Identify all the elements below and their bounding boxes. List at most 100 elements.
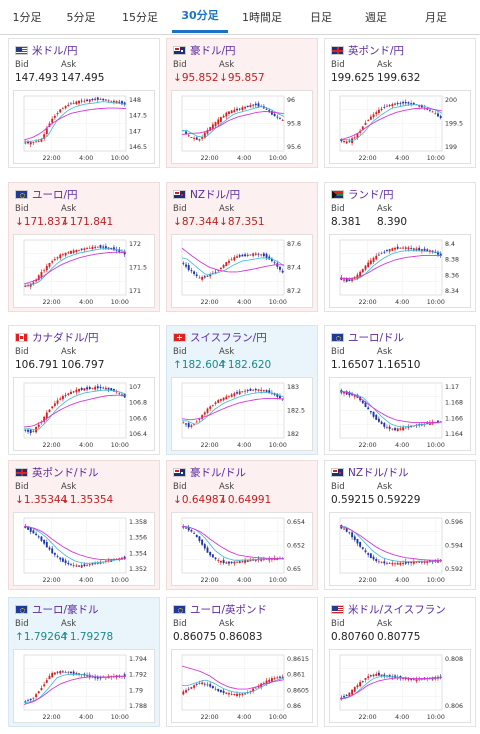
pair-name[interactable]: NZドル/円 xyxy=(190,189,241,201)
pair-name[interactable]: 米ドル/スイスフラン xyxy=(348,604,446,616)
pair-title[interactable]: 米ドル/円 xyxy=(15,43,78,58)
candle-body xyxy=(115,101,118,103)
pair-name[interactable]: 豪ドル/円 xyxy=(190,45,236,57)
candle-body xyxy=(61,254,64,256)
tab-7[interactable]: 週足 xyxy=(365,10,387,24)
rate-card[interactable]: 米ドル/スイスフラン Bid Ask 0.80760 0.80775 0.808 0.806… xyxy=(324,597,476,727)
pair-name[interactable]: ユーロ/豪ドル xyxy=(32,604,99,616)
pair-name[interactable]: ユーロ/円 xyxy=(32,189,78,201)
candlestick-chart: 8.4 8.38 8.36 8.34 22:00 4:00 10:00 xyxy=(339,239,459,306)
y-tick-label: 146.5 xyxy=(129,144,147,151)
pair-title[interactable]: 豪ドル/円 xyxy=(173,43,236,58)
candle-body xyxy=(260,254,263,256)
y-tick-label: 0.86 xyxy=(287,703,301,710)
candle-body xyxy=(254,388,257,391)
tab-6[interactable]: 日足 xyxy=(310,10,332,24)
bid-label: Bid xyxy=(173,482,187,492)
candle-body xyxy=(70,564,72,566)
candle-body xyxy=(364,550,367,553)
candle-body xyxy=(45,412,48,419)
tab-2[interactable]: 5分足 xyxy=(66,10,96,24)
candle-body xyxy=(32,530,35,534)
candle-body xyxy=(222,397,225,401)
tab-1[interactable]: 1分足 xyxy=(12,10,42,24)
pair-name[interactable]: ユーロ/ドル xyxy=(348,332,405,344)
rate-card[interactable]: 豪ドル/ドル Bid Ask ↓0.64987 ↓0.64991 0.654 0.652 0.… xyxy=(166,460,318,590)
rate-card[interactable]: NZドル/ドル Bid Ask 0.59215 0.59229 0.596 0.594 0.5… xyxy=(324,460,476,590)
tab-8[interactable]: 月足 xyxy=(425,10,447,24)
pair-title[interactable]: スイスフラン/円 xyxy=(173,330,267,345)
pair-title[interactable]: 米ドル/スイスフラン xyxy=(331,602,446,617)
rate-card[interactable]: ランド/円 Bid Ask 8.381 8.390 8.4 8.38 8.36 8.34 22:0… xyxy=(324,182,476,312)
pair-name[interactable]: ランド/円 xyxy=(348,189,394,201)
pair-name[interactable]: 英ポンド/円 xyxy=(348,45,405,57)
candle-body xyxy=(99,245,102,248)
candle-body xyxy=(359,541,362,547)
candle-body xyxy=(281,120,284,121)
candle-body xyxy=(53,552,56,555)
y-tick-label: 0.592 xyxy=(445,566,463,573)
rate-card[interactable]: 米ドル/円 Bid Ask 147.493 147.495 148 147.5 147 146.… xyxy=(8,38,160,168)
y-tick-label: 1.166 xyxy=(445,415,463,422)
bid-value: ↓0.64987 xyxy=(173,494,225,506)
y-tick-label: 0.654 xyxy=(287,519,305,526)
candle-body xyxy=(257,389,260,391)
pair-title[interactable]: カナダドル/円 xyxy=(15,330,99,345)
x-tick-label: 4:00 xyxy=(79,577,93,584)
x-tick-label: 4:00 xyxy=(237,577,251,584)
pair-name[interactable]: 英ポンド/ドル xyxy=(32,467,99,479)
au-flag xyxy=(173,468,186,477)
tab-3[interactable]: 15分足 xyxy=(122,10,158,24)
candle-body xyxy=(228,396,230,398)
candle-body xyxy=(249,388,252,391)
candlestick-chart: 0.808 0.806 22:00 4:00 10:00 xyxy=(339,654,463,721)
candle-body xyxy=(225,562,228,564)
ask-label: Ask xyxy=(61,347,77,357)
rate-card[interactable]: ユーロ/円 Bid Ask ↓171.837 ↓171.841 172 171.5 171 22… xyxy=(8,182,160,312)
pair-name[interactable]: スイスフラン/円 xyxy=(190,332,267,344)
candle-body xyxy=(238,560,241,564)
rate-card[interactable]: NZドル/円 Bid Ask ↓87.344 ↓87.351 87.6 87.4 87.2 22… xyxy=(166,182,318,312)
candle-body xyxy=(190,425,193,427)
candle-body xyxy=(434,113,437,115)
tab-4[interactable]: 30分足 xyxy=(172,0,228,33)
pair-title[interactable]: ランド/円 xyxy=(331,187,394,202)
pair-title[interactable]: ユーロ/英ポンド xyxy=(173,602,267,617)
pair-title[interactable]: NZドル/円 xyxy=(173,187,240,202)
pair-title[interactable]: 英ポンド/ドル xyxy=(15,465,99,480)
rate-card[interactable]: ユーロ/ドル Bid Ask 1.16507 1.16510 1.17 1.168 1.166… xyxy=(324,325,476,455)
candle-body xyxy=(64,395,67,396)
bid-label: Bid xyxy=(15,482,29,492)
rate-card[interactable]: 英ポンド/ドル Bid Ask ↓1.35344 ↓1.35354 1.358 1.356 1… xyxy=(8,460,160,590)
pair-name[interactable]: カナダドル/円 xyxy=(32,332,99,344)
ask-value: ↓87.351 xyxy=(219,216,265,228)
pair-title[interactable]: NZドル/ドル xyxy=(331,465,409,480)
rate-card[interactable]: ユーロ/英ポンド Bid Ask 0.86075 0.86083 0.8615 0.861 0… xyxy=(166,597,318,727)
candle-body xyxy=(361,126,364,130)
rate-card[interactable]: ユーロ/豪ドル Bid Ask ↑1.79264 ↑1.79278 1.794 1.792 1… xyxy=(8,597,160,727)
tab-5[interactable]: 1時間足 xyxy=(242,10,282,24)
rate-card[interactable]: 豪ドル/円 Bid Ask ↓95.852 ↓95.857 96 95.8 95.6 22:00… xyxy=(166,38,318,168)
pair-name[interactable]: 米ドル/円 xyxy=(32,45,78,57)
candle-body xyxy=(345,141,348,144)
candle-body xyxy=(104,99,107,101)
y-tick-label: 107 xyxy=(129,384,141,391)
pair-title[interactable]: ユーロ/ドル xyxy=(331,330,404,345)
candle-body xyxy=(388,105,391,106)
rate-card[interactable]: カナダドル/円 Bid Ask 106.791 106.797 107 106.8 106.6… xyxy=(8,325,160,455)
pair-title[interactable]: 豪ドル/ドル xyxy=(173,465,246,480)
candle-body xyxy=(75,565,78,567)
bid-value: 1.16507 xyxy=(331,359,374,371)
pair-title[interactable]: 英ポンド/円 xyxy=(331,43,404,58)
candle-body xyxy=(193,423,196,425)
rate-card[interactable]: 英ポンド/円 Bid Ask 199.625 199.632 200 199.5 199 22:… xyxy=(324,38,476,168)
pair-name[interactable]: 豪ドル/ドル xyxy=(190,467,247,479)
candle-body xyxy=(27,700,29,702)
rate-card[interactable]: スイスフラン/円 Bid Ask ↑182.604 ↑182.620 183 182.5 18… xyxy=(166,325,318,455)
candle-body xyxy=(343,528,345,530)
pair-title[interactable]: ユーロ/豪ドル xyxy=(15,602,99,617)
pair-title[interactable]: ユーロ/円 xyxy=(15,187,78,202)
pair-name[interactable]: ユーロ/英ポンド xyxy=(190,604,268,616)
pair-name[interactable]: NZドル/ドル xyxy=(348,467,409,479)
eu-flag xyxy=(173,605,186,614)
